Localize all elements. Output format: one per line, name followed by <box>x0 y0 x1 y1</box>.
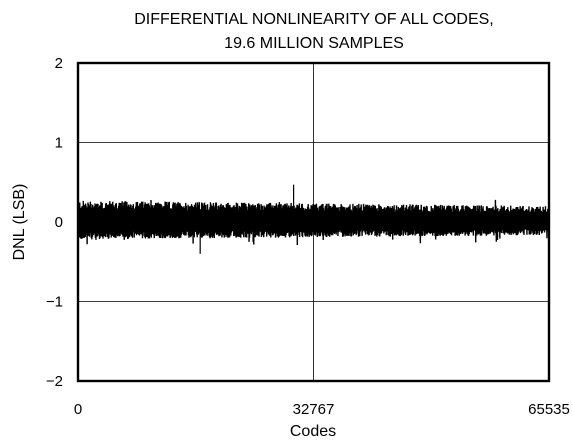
plot-frame <box>76 61 551 383</box>
chart-title-line-1: DIFFERENTIAL NONLINEARITY OF ALL CODES, <box>134 11 493 28</box>
x-tick-label-2: 65535 <box>528 401 570 418</box>
y-tick-label-4: −2 <box>46 373 63 390</box>
x-axis-label: Codes <box>290 423 336 440</box>
y-tick-label-0: 2 <box>55 55 63 72</box>
dnl-noise-line <box>77 199 550 246</box>
chart-title-line-2: 19.6 MILLION SAMPLES <box>224 35 404 52</box>
x-tick-label-0: 0 <box>74 401 82 418</box>
y-tick-label-1: 1 <box>55 135 63 152</box>
y-tick-label-3: −1 <box>46 294 63 311</box>
x-tick-labels: 0 32767 65535 <box>74 401 570 418</box>
dnl-trace <box>77 184 550 254</box>
y-tick-labels: 2 1 0 −1 −2 <box>46 55 63 390</box>
x-tick-label-1: 32767 <box>293 401 335 418</box>
y-axis-label: DNL (LSB) <box>11 184 28 261</box>
y-tick-label-2: 0 <box>55 214 63 231</box>
